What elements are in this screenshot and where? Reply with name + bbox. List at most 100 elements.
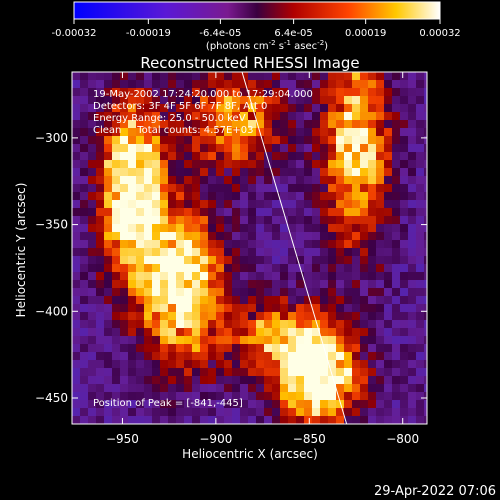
- heatmap-cell: [248, 120, 257, 129]
- colorbar-gradient: [73, 1, 441, 20]
- heatmap-cell: [128, 112, 137, 121]
- heatmap-cell: [200, 232, 209, 241]
- heatmap-cell: [264, 224, 273, 233]
- heatmap-cell: [152, 224, 161, 233]
- heatmap-cell: [344, 216, 353, 225]
- heatmap-cell: [96, 192, 105, 201]
- heatmap-cell: [176, 216, 185, 225]
- heatmap-cell: [312, 272, 321, 281]
- heatmap-cell: [288, 152, 297, 161]
- heatmap-cell: [184, 136, 193, 145]
- heatmap-cell: [120, 80, 129, 89]
- heatmap-cell: [128, 88, 137, 97]
- heatmap-cell: [400, 104, 409, 113]
- heatmap-cell: [424, 288, 427, 297]
- heatmap-cell: [160, 304, 169, 313]
- heatmap-cell: [200, 80, 209, 89]
- heatmap-cell: [176, 312, 185, 321]
- heatmap-cell: [256, 408, 265, 417]
- heatmap-cell: [232, 320, 241, 329]
- heatmap-cell: [80, 144, 89, 153]
- heatmap-cell: [272, 208, 281, 217]
- heatmap-cell: [312, 296, 321, 305]
- heatmap-cell: [208, 88, 217, 97]
- heatmap-cell: [272, 200, 281, 209]
- heatmap-cell: [128, 376, 137, 385]
- heatmap-cell: [264, 96, 273, 105]
- heatmap-cell: [344, 176, 353, 185]
- heatmap-cell: [128, 352, 137, 361]
- heatmap-cell: [72, 232, 81, 241]
- heatmap-cell: [296, 200, 305, 209]
- heatmap-cell: [312, 304, 321, 313]
- heatmap-cell: [240, 288, 249, 297]
- heatmap-cell: [120, 88, 129, 97]
- heatmap-cell: [192, 176, 201, 185]
- heatmap-cell: [192, 344, 201, 353]
- heatmap-cell: [312, 152, 321, 161]
- heatmap-cell: [160, 280, 169, 289]
- heatmap-cell: [416, 184, 425, 193]
- heatmap-cell: [392, 80, 401, 89]
- heatmap-cell: [328, 96, 337, 105]
- heatmap-cell: [384, 224, 393, 233]
- heatmap-cell: [416, 176, 425, 185]
- heatmap-cell: [368, 184, 377, 193]
- heatmap-cell: [184, 376, 193, 385]
- heatmap-cell: [352, 176, 361, 185]
- heatmap-cell: [192, 184, 201, 193]
- heatmap-cell: [352, 72, 361, 81]
- heatmap-cell: [120, 280, 129, 289]
- heatmap-cell: [304, 352, 313, 361]
- heatmap-cell: [344, 88, 353, 97]
- heatmap-cell: [280, 368, 289, 377]
- heatmap-cell: [200, 360, 209, 369]
- heatmap-cell: [144, 200, 153, 209]
- heatmap-cell: [200, 312, 209, 321]
- heatmap-cell: [376, 280, 385, 289]
- heatmap-cell: [80, 176, 89, 185]
- heatmap-cell: [216, 112, 225, 121]
- heatmap-cell: [264, 304, 273, 313]
- heatmap-cell: [280, 120, 289, 129]
- heatmap-cell: [256, 248, 265, 257]
- heatmap-cell: [160, 360, 169, 369]
- heatmap-cell: [200, 96, 209, 105]
- heatmap-cell: [288, 264, 297, 273]
- heatmap-cell: [112, 416, 121, 424]
- heatmap-cell: [344, 168, 353, 177]
- heatmap-cell: [416, 104, 425, 113]
- heatmap-cell: [320, 328, 329, 337]
- heatmap-cell: [368, 240, 377, 249]
- heatmap-cell: [240, 336, 249, 345]
- heatmap-cell: [144, 248, 153, 257]
- heatmap-cell: [128, 296, 137, 305]
- heatmap-cell: [280, 352, 289, 361]
- heatmap-cell: [280, 296, 289, 305]
- heatmap-cell: [336, 312, 345, 321]
- heatmap-cell: [248, 112, 257, 121]
- heatmap-cell: [280, 128, 289, 137]
- heatmap-cell: [136, 72, 145, 81]
- heatmap-cell: [128, 168, 137, 177]
- heatmap-cell: [72, 288, 81, 297]
- heatmap-cell: [248, 392, 257, 401]
- heatmap-cell: [168, 112, 177, 121]
- heatmap-cell: [280, 224, 289, 233]
- heatmap-cell: [128, 368, 137, 377]
- heatmap-cell: [256, 88, 265, 97]
- heatmap-cell: [152, 168, 161, 177]
- heatmap-cell: [384, 80, 393, 89]
- heatmap-cell: [296, 224, 305, 233]
- heatmap-cell: [392, 360, 401, 369]
- heatmap-cell: [176, 80, 185, 89]
- heatmap-cell: [176, 128, 185, 137]
- heatmap-cell: [224, 128, 233, 137]
- heatmap-cell: [216, 360, 225, 369]
- heatmap-cell: [112, 344, 121, 353]
- heatmap-cell: [104, 336, 113, 345]
- heatmap-cell: [360, 112, 369, 121]
- heatmap-cell: [128, 280, 137, 289]
- heatmap-cell: [328, 104, 337, 113]
- heatmap-cell: [336, 320, 345, 329]
